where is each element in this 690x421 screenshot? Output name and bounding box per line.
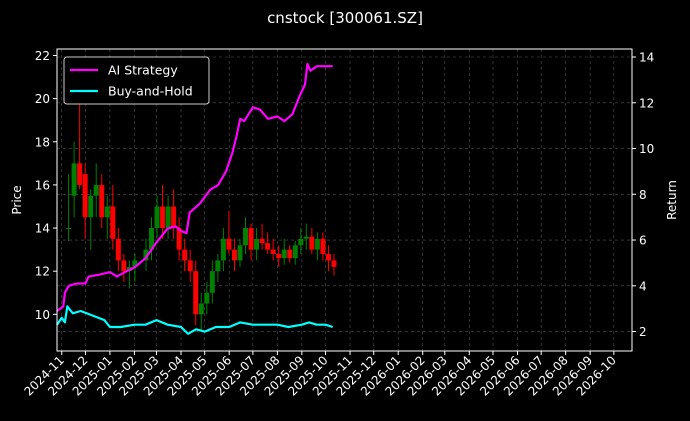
candle-body: [149, 228, 155, 250]
candle-body: [165, 206, 171, 229]
y-tick-label: 18: [35, 135, 50, 149]
plot-frame: [56, 48, 633, 352]
candle-body: [198, 303, 204, 315]
candle-body: [231, 249, 237, 261]
grid: [57, 49, 632, 351]
candle-body: [115, 238, 121, 261]
candle-body: [132, 260, 138, 267]
candle-body: [259, 238, 265, 244]
candle-body: [176, 228, 182, 250]
y-tick-label: 10: [35, 308, 50, 322]
candle-body: [82, 174, 88, 218]
legend: AI Strategy Buy-and-Hold: [63, 56, 210, 105]
y-tick-label: 16: [35, 178, 50, 192]
candle-body: [220, 238, 226, 261]
y2-tick-label: 14: [639, 51, 654, 65]
candle-body: [77, 163, 83, 185]
candle-body: [154, 206, 160, 229]
candle-body: [104, 206, 110, 218]
candle-body: [110, 206, 116, 239]
candle-body: [160, 206, 166, 229]
series-line-buy-and-hold: [56, 305, 334, 335]
y2-tick-label: 12: [639, 96, 654, 110]
candle-body: [276, 253, 282, 259]
legend-label-ai-strategy: AI Strategy: [108, 63, 178, 78]
candle-body: [143, 249, 149, 261]
series-line-ai-strategy: [56, 62, 333, 312]
y2-tick-label: 6: [639, 234, 647, 248]
candle-body: [325, 253, 331, 261]
candle-body: [93, 184, 99, 196]
candlesticks: [66, 98, 337, 332]
candle-body: [193, 271, 199, 315]
legend-label-buy-and-hold: Buy-and-Hold: [108, 84, 193, 99]
chart-title: cnstock [300061.SZ]: [267, 9, 423, 27]
candle-body: [303, 236, 309, 239]
candle-body: [314, 238, 320, 250]
candle-body: [320, 238, 326, 254]
candle-body: [265, 243, 271, 250]
candle-body: [121, 260, 127, 272]
y-tick-label: 14: [35, 222, 50, 236]
y-axis-label: Price: [10, 185, 24, 214]
candle-body: [171, 206, 177, 229]
candle-body: [331, 260, 337, 267]
candle-body: [71, 163, 77, 196]
candle-body: [226, 238, 232, 250]
candle-body: [182, 249, 188, 261]
y2-tick-label: 8: [639, 188, 647, 202]
y-tick-label: 12: [35, 265, 50, 279]
y2-tick-label: 2: [639, 325, 647, 339]
candle-body: [204, 292, 210, 304]
y-tick-label: 22: [35, 49, 50, 63]
candle-body: [270, 249, 276, 254]
candle-body: [309, 236, 315, 250]
candle-body: [187, 260, 193, 272]
candle-body: [209, 271, 215, 293]
candle-body: [88, 195, 94, 218]
y2-tick-label: 4: [639, 279, 647, 293]
y2-tick-label: 10: [639, 142, 654, 156]
candle-body: [237, 245, 243, 261]
candle-body: [248, 228, 254, 250]
y-tick-label: 20: [35, 92, 50, 106]
candle-body: [66, 228, 72, 230]
y2-axis-label: Return: [665, 180, 679, 220]
candle-body: [215, 260, 221, 272]
candle-body: [287, 249, 293, 259]
candle-body: [281, 249, 287, 259]
candle-body: [243, 228, 249, 246]
series-lines: [56, 62, 334, 335]
legend-box: [63, 56, 210, 105]
candle-body: [292, 245, 298, 259]
candle-body: [298, 238, 304, 246]
candle-body: [254, 238, 260, 250]
candle-body: [99, 184, 105, 218]
